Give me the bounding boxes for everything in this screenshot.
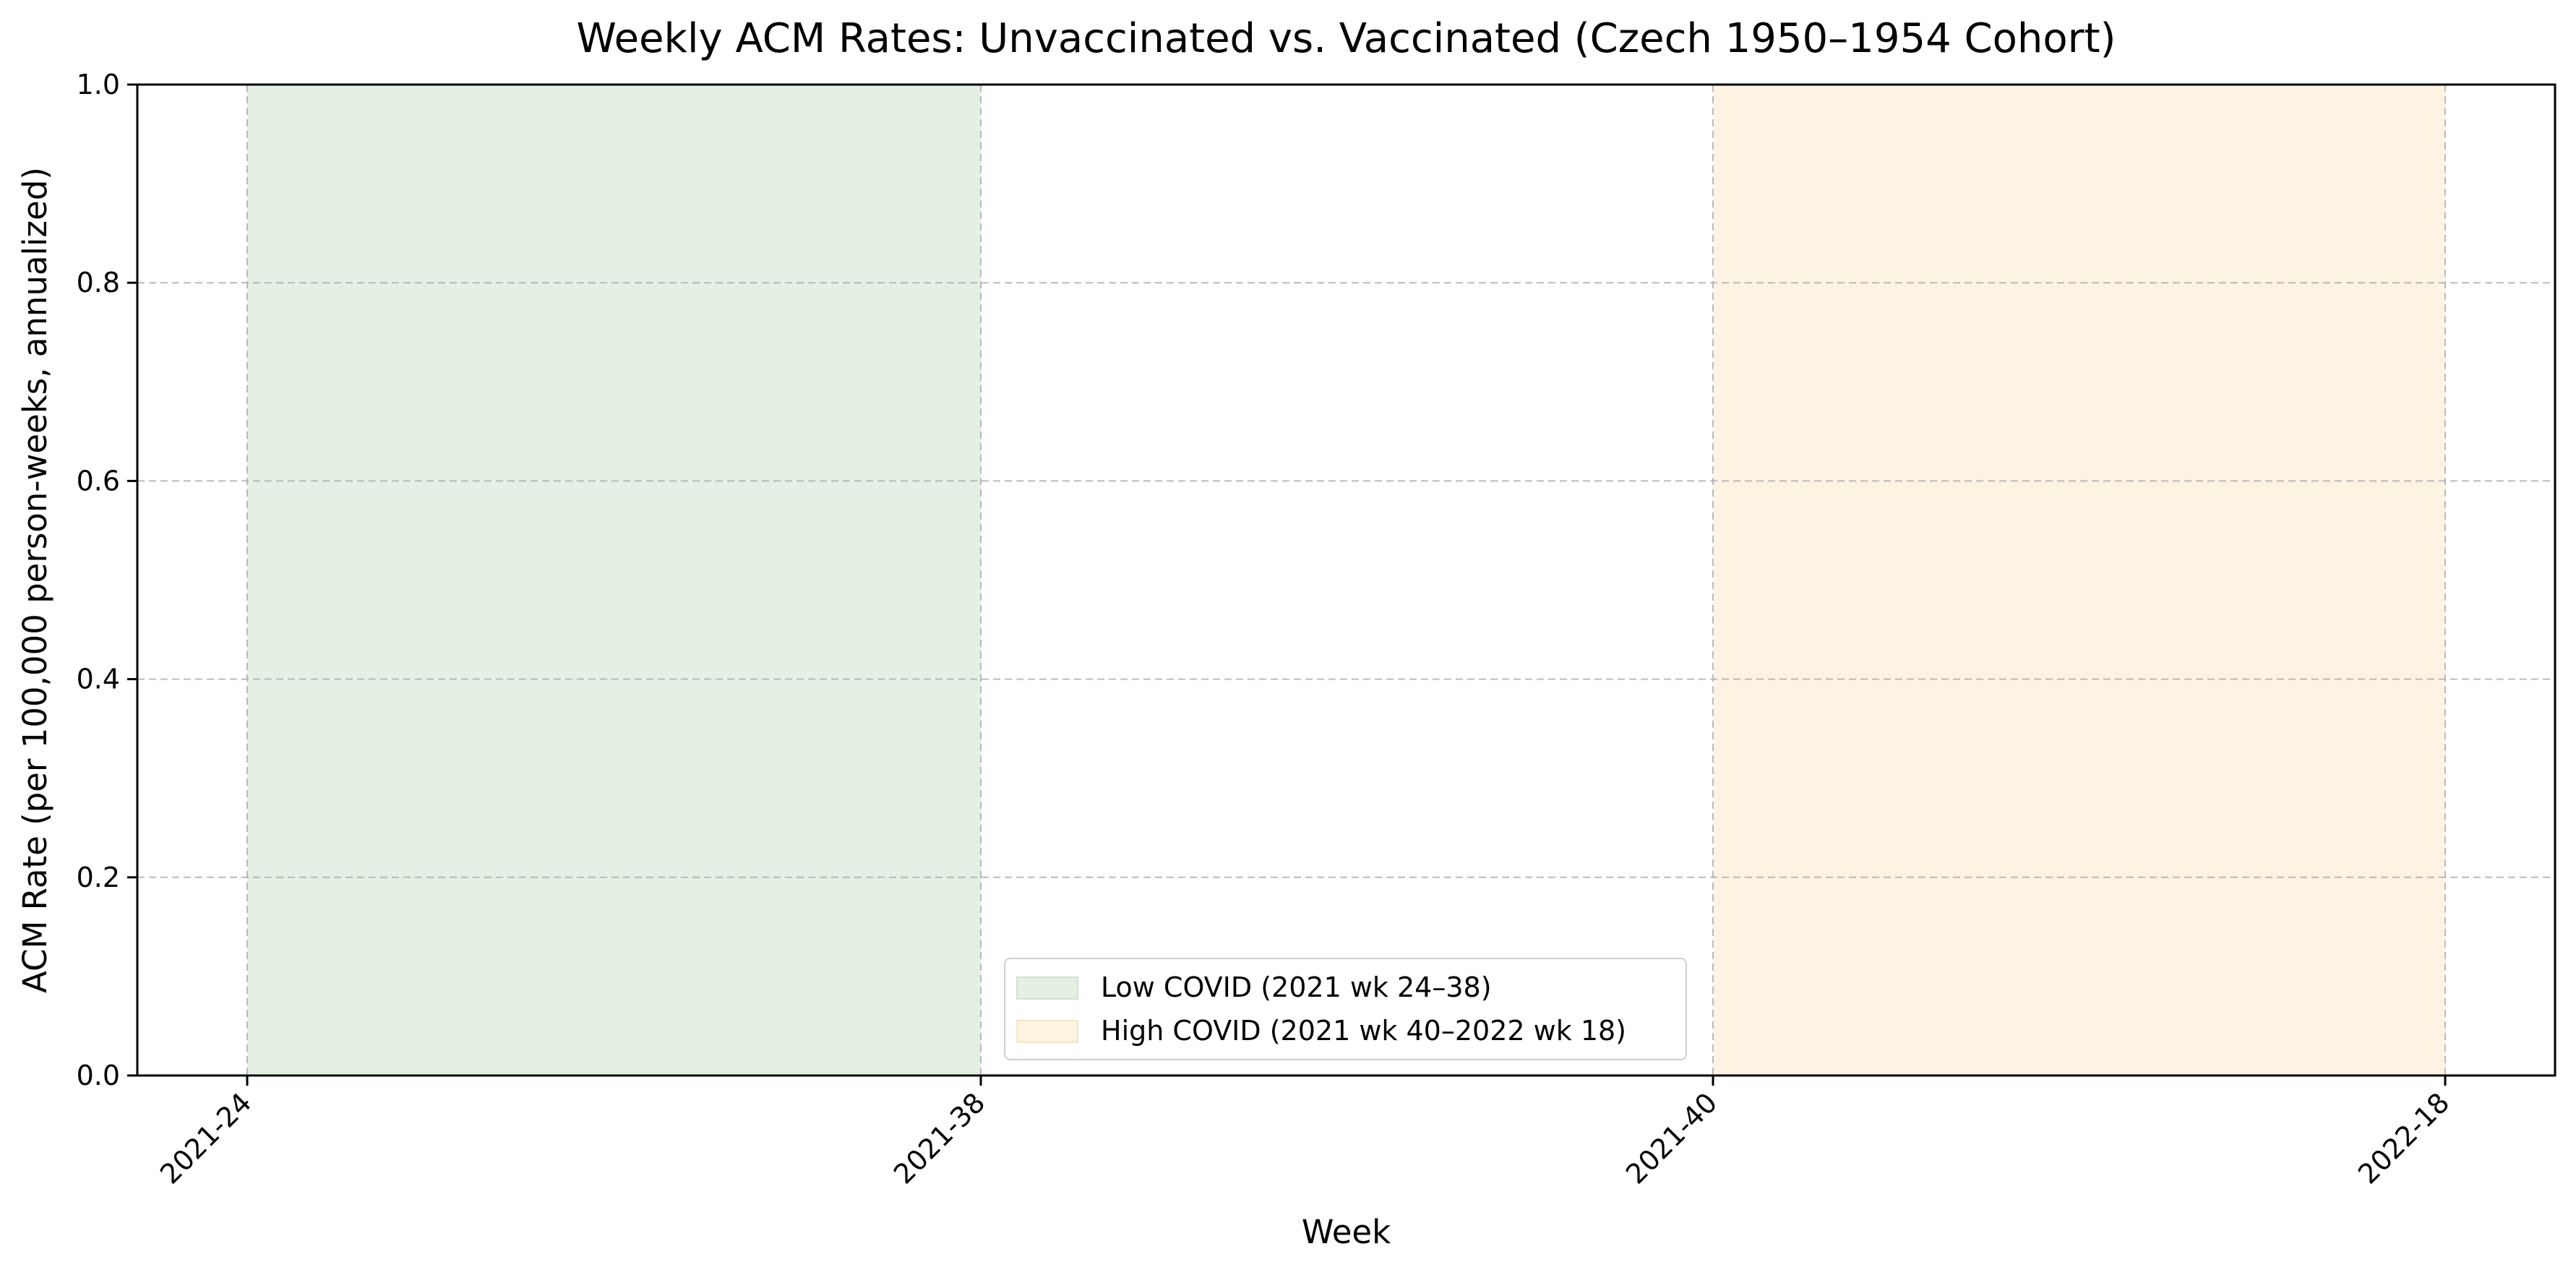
x-axis-label: Week bbox=[1302, 1213, 1391, 1251]
region-low-covid bbox=[247, 85, 981, 1076]
y-tick-label: 0.4 bbox=[77, 664, 120, 695]
x-tick-label: 2021-38 bbox=[888, 1086, 991, 1190]
legend-box bbox=[1004, 958, 1687, 1060]
shaded-regions bbox=[247, 85, 2445, 1076]
chart-title: Weekly ACM Rates: Unvaccinated vs. Vacci… bbox=[577, 15, 2116, 62]
x-tick-label: 2021-24 bbox=[154, 1086, 257, 1190]
legend-label: Low COVID (2021 wk 24–38) bbox=[1101, 971, 1492, 1003]
legend-label: High COVID (2021 wk 40–2022 wk 18) bbox=[1101, 1015, 1626, 1047]
y-axis-ticks: 0.0 0.2 0.4 0.6 0.8 1.0 bbox=[77, 69, 137, 1091]
region-high-covid bbox=[1713, 85, 2445, 1076]
x-tick-label: 2021-40 bbox=[1620, 1086, 1723, 1190]
plot-frame bbox=[136, 83, 2556, 1077]
y-tick-label: 0.8 bbox=[77, 267, 120, 299]
y-tick-label: 0.2 bbox=[77, 862, 120, 893]
legend-swatch bbox=[1016, 976, 1078, 1000]
y-tick-label: 1.0 bbox=[77, 69, 120, 100]
y-tick-label: 0.0 bbox=[77, 1060, 120, 1091]
x-tick-label: 2022-18 bbox=[2352, 1086, 2455, 1190]
legend-swatch bbox=[1016, 1020, 1078, 1043]
y-tick-label: 0.6 bbox=[77, 465, 120, 497]
x-axis-ticks: 2021-24 2021-38 2021-40 2022-18 bbox=[154, 1076, 2455, 1190]
y-axis-label: ACM Rate (per 100,000 person-weeks, annu… bbox=[16, 167, 54, 993]
legend: Low COVID (2021 wk 24–38) High COVID (202… bbox=[1004, 958, 1687, 1060]
